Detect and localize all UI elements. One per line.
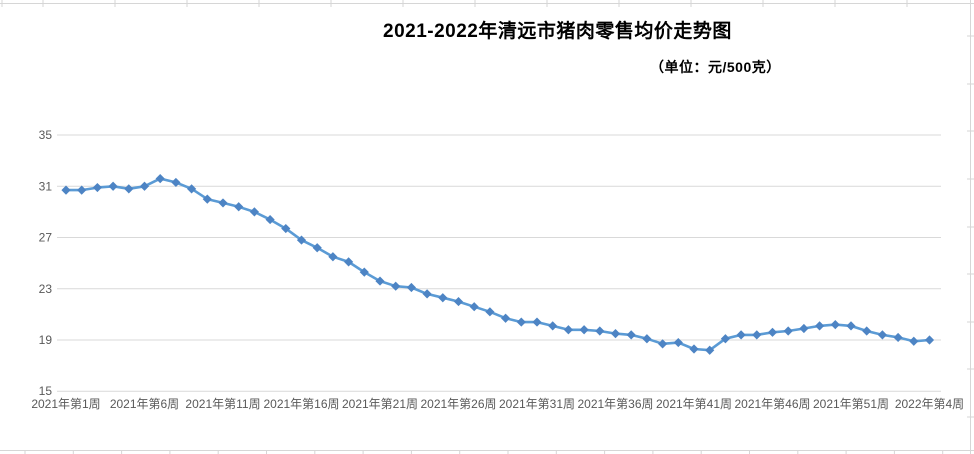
data-point-marker bbox=[862, 326, 872, 336]
data-point-marker bbox=[626, 330, 636, 340]
data-point-marker bbox=[108, 181, 118, 191]
data-point-marker bbox=[720, 334, 730, 344]
data-point-marker bbox=[563, 325, 573, 335]
data-point-marker bbox=[375, 276, 385, 286]
data-point-marker bbox=[752, 330, 762, 340]
data-point-marker bbox=[579, 325, 589, 335]
data-point-marker bbox=[124, 184, 134, 194]
data-point-marker bbox=[830, 320, 840, 330]
data-point-marker bbox=[328, 252, 338, 262]
data-point-marker bbox=[469, 302, 479, 312]
data-point-marker bbox=[92, 182, 102, 193]
x-axis-tick-label: 2021年第36周 bbox=[577, 397, 653, 411]
data-point-marker bbox=[422, 289, 432, 299]
data-point-marker bbox=[642, 334, 652, 344]
data-point-marker bbox=[893, 332, 903, 343]
unit-label: （单位：元/500克） bbox=[650, 59, 781, 75]
data-point-marker bbox=[501, 313, 511, 323]
y-axis-tick-label: 15 bbox=[39, 384, 53, 398]
data-point-marker bbox=[516, 317, 526, 327]
data-point-marker bbox=[438, 293, 448, 303]
data-point-marker bbox=[705, 345, 715, 355]
data-point-marker bbox=[202, 194, 212, 204]
data-point-marker bbox=[359, 267, 369, 277]
data-point-marker bbox=[77, 185, 87, 195]
x-axis-tick-label: 2021年第1周 bbox=[31, 397, 100, 411]
data-point-marker bbox=[909, 336, 919, 346]
data-point-marker bbox=[532, 317, 542, 327]
data-point-marker bbox=[485, 307, 495, 317]
data-point-marker bbox=[234, 202, 244, 212]
data-point-marker bbox=[815, 321, 825, 331]
x-axis-tick-label: 2021年第6周 bbox=[110, 397, 179, 411]
x-axis-tick-label: 2022年第4周 bbox=[895, 397, 964, 411]
x-axis-tick-label: 2021年第16周 bbox=[263, 397, 339, 411]
data-point-marker bbox=[265, 214, 275, 225]
data-point-marker bbox=[171, 177, 181, 188]
y-axis-tick-label: 23 bbox=[39, 282, 53, 296]
data-point-marker bbox=[658, 339, 668, 349]
data-point-marker bbox=[187, 184, 197, 194]
data-point-marker bbox=[783, 326, 793, 336]
x-axis-tick-label: 2021年第46周 bbox=[734, 397, 810, 411]
data-point-marker bbox=[548, 321, 558, 331]
data-point-marker bbox=[689, 344, 699, 354]
data-point-marker bbox=[391, 281, 401, 291]
y-axis-tick-label: 31 bbox=[39, 179, 53, 193]
data-point-marker bbox=[453, 296, 464, 307]
x-axis-tick-label: 2021年第31周 bbox=[499, 397, 575, 411]
y-axis-tick-label: 27 bbox=[39, 231, 53, 245]
data-point-marker bbox=[139, 181, 150, 191]
data-point-marker bbox=[155, 173, 165, 184]
data-point-marker bbox=[406, 282, 416, 293]
x-axis-tick-label: 2021年第11周 bbox=[185, 397, 260, 411]
x-axis-tick-label: 2021年第51周 bbox=[813, 397, 889, 411]
data-point-marker bbox=[312, 243, 322, 253]
data-point-marker bbox=[767, 327, 778, 337]
x-axis-tick-label: 2021年第21周 bbox=[342, 397, 418, 411]
data-point-marker bbox=[799, 323, 809, 334]
data-point-marker bbox=[296, 235, 307, 245]
data-point-marker bbox=[249, 207, 259, 217]
data-point-marker bbox=[736, 330, 746, 340]
data-point-marker bbox=[281, 223, 291, 234]
data-point-marker bbox=[344, 257, 354, 267]
data-point-marker bbox=[846, 321, 856, 331]
y-axis-tick-label: 19 bbox=[39, 333, 53, 347]
y-axis-tick-label: 35 bbox=[39, 128, 53, 142]
x-axis-tick-label: 2021年第41周 bbox=[656, 397, 732, 411]
data-point-marker bbox=[877, 330, 887, 340]
data-point-marker bbox=[610, 328, 621, 339]
x-axis-tick-label: 2021年第26周 bbox=[420, 397, 496, 411]
data-point-marker bbox=[218, 198, 228, 208]
data-point-marker bbox=[61, 185, 71, 195]
data-point-marker bbox=[924, 335, 935, 345]
data-point-marker bbox=[673, 337, 683, 348]
chart-title: 2021-2022年清远市猪肉零售均价走势图 bbox=[383, 21, 732, 42]
data-point-marker bbox=[595, 326, 605, 336]
price-series-line bbox=[64, 177, 931, 352]
